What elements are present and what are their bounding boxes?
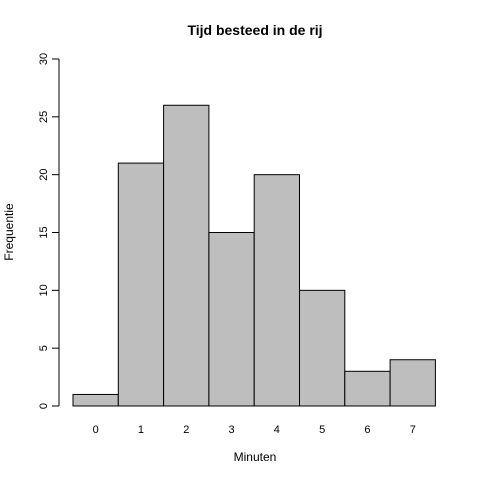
x-tick-label-2: 2: [183, 424, 189, 436]
bar-3: [208, 232, 255, 407]
x-tick-label-4: 4: [274, 424, 280, 436]
bar-2: [163, 104, 210, 407]
y-tick-label-0: 0: [38, 403, 50, 409]
x-tick-label-0: 0: [93, 424, 99, 436]
x-axis-tick-labels: 0 1 2 3 4 5 6 7: [93, 424, 416, 436]
chart-title: Tijd besteed in de rij: [187, 22, 322, 38]
bar-1: [117, 162, 165, 407]
x-tick-label-3: 3: [228, 424, 234, 436]
x-axis-label: Minuten: [234, 450, 277, 464]
bar-7: [389, 359, 436, 407]
y-tick-label-25: 25: [38, 111, 50, 123]
x-tick-label-6: 6: [364, 424, 370, 436]
x-tick-label-7: 7: [410, 424, 416, 436]
y-tick-label-20: 20: [38, 169, 50, 181]
bar-4: [253, 174, 300, 407]
bars-group: [72, 104, 436, 407]
bar-6: [344, 370, 391, 407]
bar-5: [299, 289, 346, 407]
bar-0: [72, 393, 119, 407]
y-axis: 0 5 10 15 20 25 30: [38, 53, 60, 409]
y-tick-label-10: 10: [38, 284, 50, 296]
y-tick-label-30: 30: [38, 53, 50, 65]
y-tick-label-5: 5: [38, 345, 50, 351]
y-axis-label: Frequentie: [2, 203, 16, 261]
x-tick-label-5: 5: [319, 424, 325, 436]
y-tick-label-15: 15: [38, 226, 50, 238]
x-tick-label-1: 1: [138, 424, 144, 436]
